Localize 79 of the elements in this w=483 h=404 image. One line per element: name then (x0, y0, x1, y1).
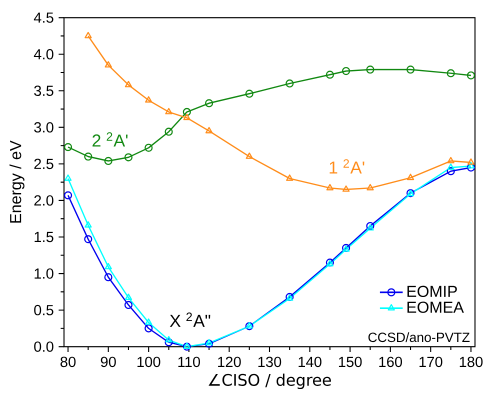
point (84, 221, 92, 228)
point (204, 340, 214, 348)
point (366, 224, 374, 231)
y-tick-label: 1.0 (34, 268, 54, 279)
y-tick-label: 0.5 (34, 304, 54, 316)
y-tick-label: 4.0 (34, 49, 54, 60)
annotation: CCSD/ano-PVTZ (368, 332, 470, 342)
point (326, 184, 334, 190)
point (467, 158, 475, 165)
point (164, 128, 173, 136)
point (124, 80, 132, 88)
y-tick-label: 2.5 (34, 158, 54, 170)
point (286, 79, 294, 88)
point (446, 167, 455, 176)
point (144, 324, 153, 332)
legend-label: EOMIP (407, 286, 457, 298)
point (104, 156, 112, 166)
point (205, 126, 213, 134)
y-tick-label: 0.0 (34, 341, 54, 352)
point (84, 235, 92, 244)
point (245, 90, 254, 98)
point (466, 71, 476, 80)
point (342, 185, 350, 192)
point (145, 96, 152, 103)
point (326, 70, 334, 79)
series-label: 2 $^{2}$A' (92, 132, 128, 147)
point (84, 152, 92, 161)
x-tick-label: 130 (258, 356, 282, 368)
x-tick-label: 170 (420, 356, 442, 368)
point (406, 174, 414, 180)
x-tick-label: 150 (338, 356, 362, 368)
point (447, 163, 454, 170)
point (124, 153, 133, 162)
point (246, 152, 253, 159)
x-tick-label: 110 (178, 356, 200, 368)
y-tick-label: 4.5 (34, 12, 54, 23)
point (342, 66, 350, 76)
y-tick-label: 2.0 (34, 195, 54, 206)
x-tick-label: 180 (460, 356, 483, 368)
x-axis-title: ∠CISO / degree (208, 374, 331, 390)
point (104, 273, 112, 282)
point (124, 294, 132, 300)
y-tick-label: 3.5 (34, 86, 54, 96)
legend-label: EOMEA (407, 302, 464, 313)
point (204, 99, 214, 108)
point (183, 114, 190, 120)
point (144, 144, 153, 152)
y-tick-label: 1.5 (34, 232, 54, 242)
point (286, 174, 294, 181)
x-tick-label: 140 (298, 356, 322, 368)
x-tick-label: 80 (60, 356, 76, 368)
point (145, 318, 152, 325)
point (104, 262, 112, 270)
point (104, 61, 112, 68)
point (124, 300, 133, 310)
x-tick-label: 100 (137, 356, 160, 368)
point (164, 338, 173, 346)
y-axis-title: Energy / eV (10, 140, 24, 223)
point (165, 336, 172, 342)
annotation: X $^{2}$A" (170, 312, 210, 327)
point (366, 222, 374, 230)
point (64, 174, 72, 181)
point (467, 162, 475, 168)
point (165, 108, 172, 114)
series-label: 1 $^{2}$A' (330, 159, 364, 174)
x-tick-label: 120 (218, 356, 241, 368)
point (205, 338, 213, 346)
point (64, 143, 72, 152)
x-tick-label: 90 (100, 356, 116, 368)
y-tick-label: 3.0 (34, 122, 54, 133)
point (84, 32, 92, 38)
point (366, 184, 374, 190)
point (182, 108, 191, 116)
point (447, 156, 454, 164)
x-tick-label: 160 (379, 356, 402, 368)
point (64, 191, 72, 200)
point (406, 66, 415, 74)
point (366, 66, 374, 74)
point (446, 69, 455, 78)
